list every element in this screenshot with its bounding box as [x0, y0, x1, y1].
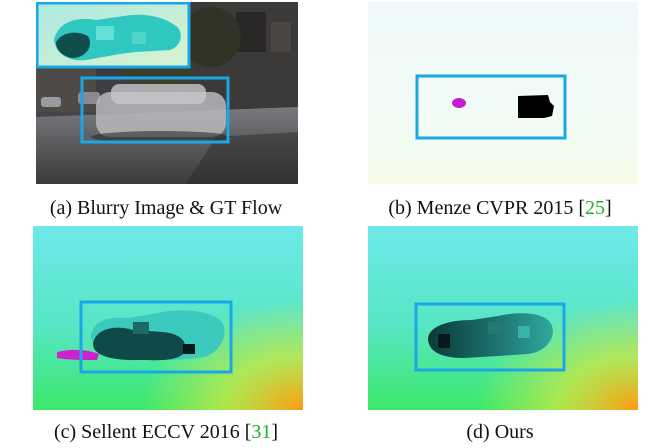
panel-b-menze-flow	[368, 2, 638, 184]
caption-b: (b) Menze CVPR 2015 [25]	[350, 196, 650, 220]
caption-a-text: (a) Blurry Image & GT Flow	[49, 197, 283, 219]
citation-25[interactable]: 25	[584, 197, 605, 219]
citation-31[interactable]: 31	[251, 421, 272, 443]
caption-a: (a) Blurry Image & GT Flow	[6, 196, 326, 220]
caption-c: (c) Sellent ECCV 2016 [31]	[16, 420, 316, 444]
caption-c-text: (c) Sellent ECCV 2016 [	[53, 421, 252, 443]
caption-d-text: (d) Ours	[466, 421, 534, 443]
panel-d-ours-flow	[368, 226, 638, 410]
caption-b-text: (b) Menze CVPR 2015 [	[388, 197, 585, 219]
panel-c-sellent-flow	[33, 226, 303, 410]
caption-b-close: ]	[604, 197, 612, 219]
caption-d: (d) Ours	[360, 420, 640, 444]
panel-a-blurry-image	[36, 2, 298, 184]
caption-c-close: ]	[271, 421, 279, 443]
